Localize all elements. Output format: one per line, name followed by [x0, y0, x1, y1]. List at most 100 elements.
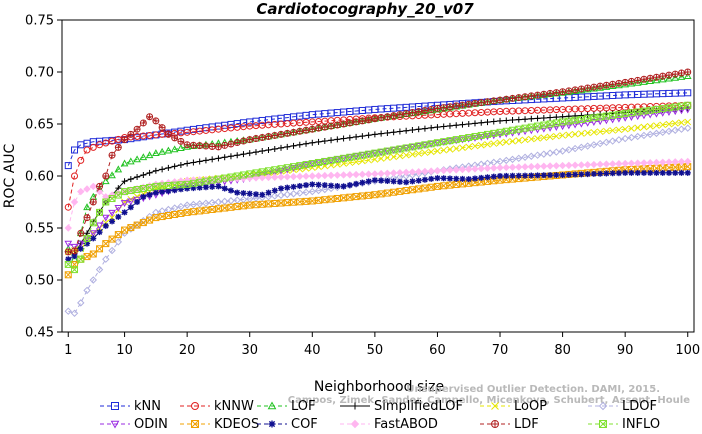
- data-point: [453, 175, 460, 182]
- data-point: [350, 419, 360, 429]
- data-point: [177, 202, 185, 211]
- data-point: [339, 171, 348, 179]
- data-point: [389, 147, 398, 155]
- data-point: [683, 72, 692, 80]
- data-point-cross: [647, 75, 654, 82]
- data-point: [465, 121, 472, 127]
- data-point-cross: [184, 141, 191, 148]
- data-point: [621, 80, 630, 88]
- data-point-cross: [359, 151, 366, 159]
- legend-item-knn: kNN: [100, 399, 161, 414]
- data-point-cross: [146, 216, 153, 224]
- data-point-cross: [409, 186, 416, 194]
- data-point: [71, 253, 78, 260]
- data-point-cross: [340, 194, 347, 202]
- data-point-cross: [77, 255, 85, 263]
- data-point-cross: [409, 143, 416, 151]
- data-point: [621, 134, 629, 143]
- data-point-cross: [240, 138, 247, 145]
- data-point: [302, 172, 310, 180]
- data-point: [402, 172, 410, 180]
- data-point: [471, 120, 478, 127]
- data-point-cross: [340, 121, 347, 127]
- data-point: [584, 112, 591, 119]
- data-point: [139, 153, 148, 161]
- data-point-cross: [221, 204, 229, 212]
- legend-label: KDEOS: [214, 417, 259, 432]
- data-point: [89, 219, 97, 227]
- data-point-cross: [352, 193, 360, 200]
- data-point: [596, 139, 604, 148]
- data-point: [478, 174, 485, 181]
- data-point: [378, 177, 385, 184]
- data-point: [603, 170, 610, 177]
- data-point: [70, 309, 79, 317]
- legend-item-cof: COF: [257, 417, 318, 432]
- data-point: [558, 161, 567, 170]
- y-tick-label: 0.65: [25, 118, 54, 133]
- data-point: [196, 184, 203, 191]
- data-point: [621, 114, 630, 122]
- data-point: [290, 142, 297, 149]
- data-point: [396, 128, 403, 135]
- legend-item-knnw: kNNW: [180, 399, 254, 414]
- data-point: [527, 152, 536, 160]
- data-point-cross: [308, 160, 316, 167]
- data-point: [271, 192, 279, 200]
- x-tick-label: 100: [675, 343, 700, 358]
- data-point-cross: [146, 113, 153, 120]
- data-point: [108, 235, 116, 243]
- data-point: [627, 114, 636, 121]
- data-point-cross: [127, 131, 134, 138]
- y-tick-label: 0.55: [25, 222, 54, 237]
- data-point: [608, 137, 617, 145]
- data-point-cross: [221, 174, 229, 182]
- data-point-cross: [584, 115, 591, 122]
- data-point: [503, 172, 510, 179]
- plot-area: [61, 19, 695, 333]
- data-point-cross: [484, 98, 491, 105]
- data-point-cross: [603, 82, 610, 89]
- data-point: [259, 191, 266, 198]
- data-point-cross: [384, 147, 391, 155]
- data-point: [640, 112, 648, 120]
- data-point: [303, 140, 310, 147]
- data-point: [684, 89, 692, 97]
- data-point: [321, 182, 328, 189]
- data-point-cross: [609, 81, 616, 88]
- data-point: [628, 169, 635, 176]
- data-point: [277, 173, 285, 181]
- data-point: [584, 129, 591, 137]
- data-point-cross: [221, 142, 228, 149]
- data-point: [252, 194, 260, 202]
- data-point: [615, 115, 623, 123]
- data-point: [615, 81, 623, 89]
- data-point-cross: [371, 191, 379, 199]
- data-point: [346, 171, 354, 179]
- data-point: [278, 144, 285, 151]
- data-point: [227, 187, 234, 194]
- data-point-cross: [609, 111, 617, 119]
- data-point: [640, 159, 648, 167]
- data-point-cross: [227, 173, 235, 181]
- x-tick-label: 90: [617, 343, 634, 358]
- y-axis-label: ROC AUC: [2, 143, 18, 208]
- data-point: [220, 197, 229, 206]
- data-point: [547, 172, 554, 179]
- data-point: [484, 119, 491, 126]
- data-point: [477, 141, 485, 149]
- data-point: [622, 169, 629, 176]
- legend-label: COF: [291, 417, 318, 432]
- data-point-cross: [452, 181, 460, 188]
- data-point: [577, 161, 586, 169]
- data-point: [502, 163, 510, 172]
- data-point: [264, 173, 273, 182]
- data-point: [627, 79, 636, 87]
- data-point: [646, 122, 654, 130]
- data-point: [140, 193, 147, 200]
- data-point: [351, 402, 359, 410]
- y-tick-label: 0.50: [25, 274, 54, 289]
- y-tick-label: 0.60: [25, 170, 54, 185]
- data-point-cross: [497, 97, 504, 104]
- data-point: [515, 116, 522, 123]
